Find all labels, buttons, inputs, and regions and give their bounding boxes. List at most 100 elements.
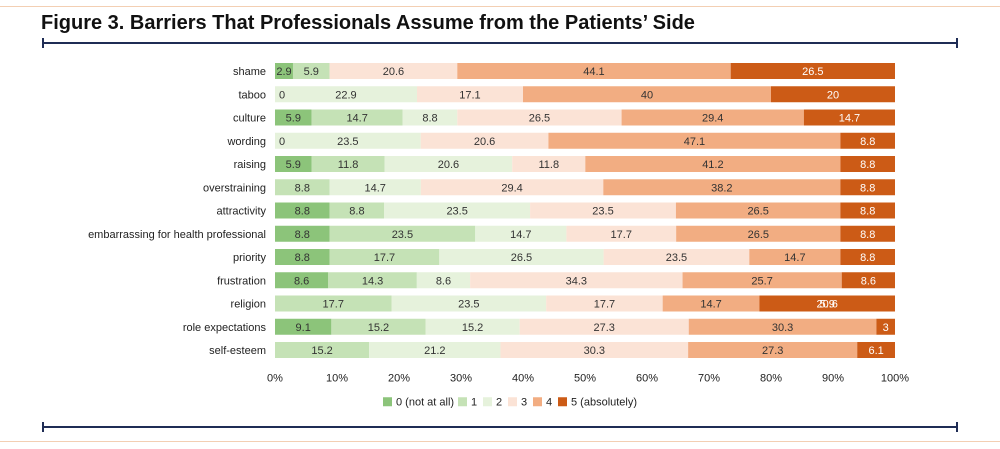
bar-segment-culture-5 <box>803 109 895 126</box>
bar-segment-religion-4 <box>662 295 760 312</box>
data-label-shame-1: 5.9 <box>304 66 319 78</box>
data-label-attractivity-1: 8.8 <box>349 206 364 218</box>
bar-segment-priority-2 <box>439 249 604 265</box>
bar-segment-attractivity-2 <box>384 202 531 219</box>
data-label-taboo-2: 22.9 <box>335 89 356 101</box>
bars-group: 2.9 5.9 20.6 44.1 26.50 22.9 17.1 40 205.9 14.7 8.… <box>275 63 895 358</box>
legend-label-0: 0 (not at all) <box>396 396 454 408</box>
category-label-embarrassing-for-health-professional: embarrassing for health professional <box>88 229 266 241</box>
bar-segment-self-esteem-1 <box>275 342 370 358</box>
bar-segment-religion-2 <box>391 295 547 312</box>
bar-segment-religion-5 <box>759 295 895 312</box>
data-label-role-expectations-3: 27.3 <box>593 322 614 334</box>
bar-segment-priority-5 <box>840 249 895 265</box>
x-tick-label-2: 20% <box>388 372 410 384</box>
data-label-culture-4: 29.4 <box>702 113 723 125</box>
bar-segment-embarrassing-for-health-professional-3 <box>566 225 677 242</box>
bar-segment-shame-1 <box>292 63 330 79</box>
data-label-culture-5: 14.7 <box>839 113 860 125</box>
bar-segment-frustration-3 <box>470 272 683 289</box>
bar-segment-attractivity-3 <box>530 202 676 219</box>
data-label-embarrassing-for-health-professional-1: 23.5 <box>392 229 413 241</box>
bar-segment-taboo-2 <box>275 86 417 103</box>
category-label-role-expectations: role expectations <box>183 322 267 334</box>
data-label-overstraining-1: 8.8 <box>295 182 310 194</box>
data-label-culture-0: 5.9 <box>286 113 301 125</box>
category-label-overstraining: overstraining <box>203 182 266 194</box>
category-label-frustration: frustration <box>217 275 266 287</box>
bottom-accent-rule <box>0 441 1000 442</box>
x-tick-label-3: 30% <box>450 372 472 384</box>
data-label-attractivity-3: 23.5 <box>592 206 613 218</box>
legend-label-2: 2 <box>496 396 502 408</box>
data-label-taboo-0: 0 <box>279 89 285 101</box>
bar-segment-priority-4 <box>749 249 841 265</box>
bar-segment-self-esteem-4 <box>688 342 858 358</box>
stacked-bar-chart: 2.9 5.9 20.6 44.1 26.50 22.9 17.1 40 205.9 14.7 8.… <box>88 63 909 408</box>
bar-segment-embarrassing-for-health-professional-2 <box>475 225 567 242</box>
category-label-religion: religion <box>231 299 266 311</box>
bar-segment-attractivity-1 <box>329 202 385 219</box>
bar-segment-raising-5 <box>840 156 895 172</box>
bar-segment-overstraining-4 <box>603 179 841 196</box>
legend-label-1: 1 <box>471 396 477 408</box>
data-label-raising-3: 11.8 <box>538 159 559 171</box>
bar-segment-embarrassing-for-health-professional-5 <box>840 225 895 242</box>
data-label-attractivity-2: 23.5 <box>446 206 467 218</box>
category-labels: shame taboo culture wording raising overstrai… <box>88 66 266 357</box>
bar-segment-raising-0 <box>275 156 312 172</box>
legend-swatch-5 <box>558 397 567 407</box>
data-label-embarrassing-for-health-professional-3: 17.7 <box>611 229 632 241</box>
bar-segment-overstraining-1 <box>275 179 330 196</box>
data-label-frustration-0: 8.6 <box>294 275 309 287</box>
data-label-frustration-1: 14.3 <box>362 275 383 287</box>
legend-label-5: 5 (absolutely) <box>571 396 637 408</box>
legend-swatch-4 <box>533 397 542 407</box>
data-label-role-expectations-4: 30.3 <box>772 322 793 334</box>
bar-segment-raising-2 <box>384 156 513 172</box>
data-label-raising-2: 20.6 <box>438 159 459 171</box>
bar-segment-attractivity-0 <box>275 202 330 219</box>
bar-segment-overstraining-3 <box>420 179 604 196</box>
data-label-wording-2: 23.5 <box>337 136 358 148</box>
data-label-frustration-3: 34.3 <box>566 275 587 287</box>
data-label-embarrassing-for-health-professional-5: 8.8 <box>860 229 875 241</box>
data-label-attractivity-0: 8.8 <box>295 206 310 218</box>
data-label-culture-3: 26.5 <box>529 113 550 125</box>
bar-segment-frustration-1 <box>328 272 417 289</box>
bar-segment-shame-4 <box>457 63 731 79</box>
data-label-self-esteem-5: 6.1 <box>868 345 883 357</box>
bar-segment-self-esteem-3 <box>500 342 689 358</box>
data-label-priority-3: 23.5 <box>666 252 687 264</box>
data-label-religion-6: 5.9 <box>820 299 835 311</box>
data-label-culture-1: 14.7 <box>346 113 367 125</box>
data-label-raising-5: 8.8 <box>860 159 875 171</box>
x-axis-ticks: 0% 10% 20% 30% 40% 50% 60% 70% 80% 90% 100% <box>267 372 909 384</box>
data-label-self-esteem-1: 15.2 <box>311 345 332 357</box>
bar-segment-priority-1 <box>329 249 440 265</box>
category-label-culture: culture <box>233 113 266 125</box>
bar-segment-shame-5 <box>730 63 895 79</box>
bar-segment-shame-3 <box>329 63 458 79</box>
bar-segment-attractivity-5 <box>840 202 895 219</box>
data-label-frustration-5: 8.6 <box>861 275 876 287</box>
legend: 0 (not at all) 1 2 3 4 5 (absolutely) <box>383 396 637 408</box>
bar-segment-role-expectations-0 <box>275 318 332 335</box>
x-tick-label-8: 80% <box>760 372 782 384</box>
data-label-religion-2: 23.5 <box>458 299 479 311</box>
data-label-priority-0: 8.8 <box>295 252 310 264</box>
bar-segment-priority-0 <box>275 249 330 265</box>
data-label-priority-4: 14.7 <box>784 252 805 264</box>
data-label-religion-1: 17.7 <box>323 299 344 311</box>
data-label-frustration-4: 25.7 <box>751 275 772 287</box>
data-label-role-expectations-5: 3 <box>883 322 889 334</box>
legend-label-3: 3 <box>521 396 527 408</box>
data-label-self-esteem-2: 21.2 <box>424 345 445 357</box>
bar-segment-wording-5 <box>840 132 895 149</box>
bar-segment-role-expectations-5 <box>876 318 895 335</box>
category-label-shame: shame <box>233 66 266 78</box>
bar-segment-culture-4 <box>621 109 804 126</box>
category-label-self-esteem: self-esteem <box>209 345 266 357</box>
data-label-shame-4: 44.1 <box>583 66 604 78</box>
data-label-religion-5: 20.6 <box>816 299 837 311</box>
